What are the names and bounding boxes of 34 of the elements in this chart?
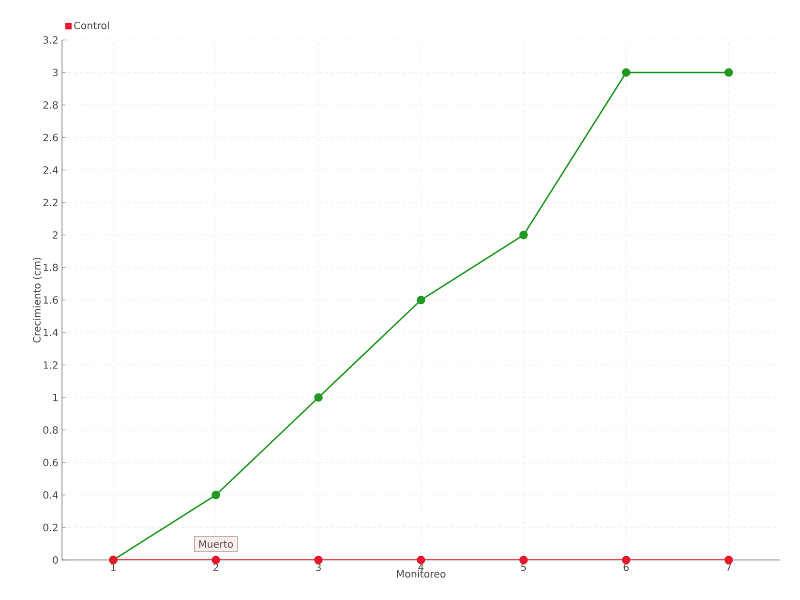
y-tick-label: 2.8 [43, 101, 58, 109]
point [212, 490, 220, 500]
point [724, 68, 733, 77]
y-tick-label: 1.2 [44, 361, 58, 369]
point [519, 230, 528, 240]
point [416, 556, 426, 564]
y-tick-label: 2.6 [43, 134, 58, 142]
y-tick-label: 2.4 [43, 166, 58, 174]
point [622, 556, 630, 564]
annotation: Muerto [199, 540, 233, 548]
y-tick-label: 0.6 [43, 458, 58, 466]
y-tick-label: 0.8 [43, 426, 58, 434]
y-tick-label: 1.6 [44, 296, 58, 304]
y-tick-label: 2 [52, 231, 58, 239]
x-tick-label: 4 [418, 564, 424, 571]
legend-label: Control [74, 22, 109, 30]
point [416, 296, 426, 304]
point [212, 556, 220, 564]
y-tick-label: 0 [52, 556, 58, 564]
y-tick-label: 0.4 [43, 491, 58, 499]
point [519, 556, 528, 564]
x-axis-title: Monitoreo [397, 570, 446, 578]
point [314, 393, 323, 402]
point [622, 68, 630, 77]
y-tick-label: 2.2 [43, 198, 58, 206]
y-tick-label: 3.2 [43, 36, 58, 44]
y-axis-title: Crecimiento (cm) [32, 258, 42, 343]
y-tick-label: 3 [52, 68, 58, 76]
y-tick-label: 0.2 [43, 524, 58, 532]
point [724, 556, 733, 564]
point [314, 556, 323, 564]
y-tick-label: 1.4 [44, 328, 58, 336]
y-tick-label: 1.8 [44, 264, 58, 272]
y-tick-label: 1 [53, 394, 58, 402]
